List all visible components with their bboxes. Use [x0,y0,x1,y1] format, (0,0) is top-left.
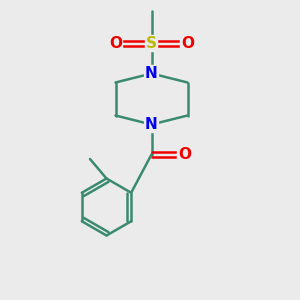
Text: N: N [145,66,158,81]
Text: O: O [178,147,191,162]
Text: N: N [145,117,158,132]
Text: O: O [109,36,122,51]
Text: S: S [146,36,157,51]
Text: O: O [181,36,194,51]
